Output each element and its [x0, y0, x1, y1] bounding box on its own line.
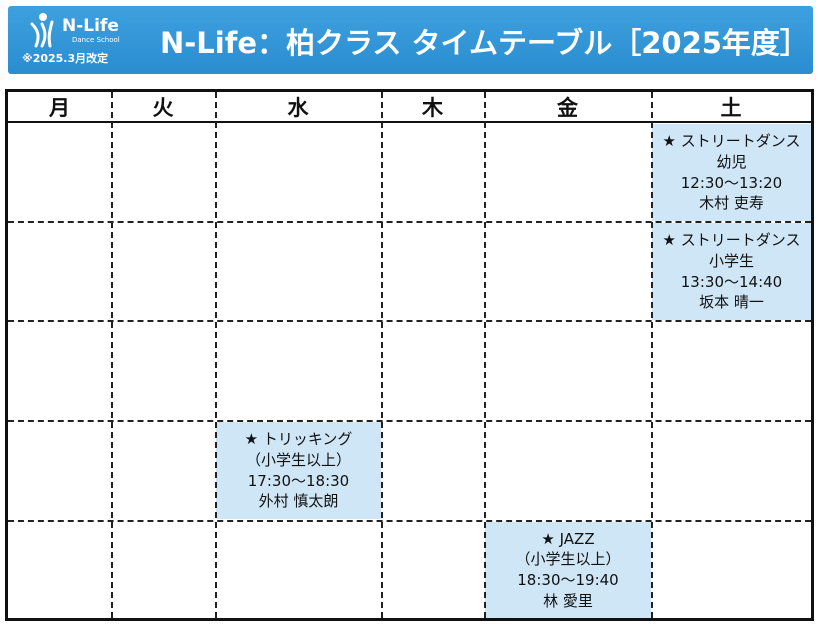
header-banner: N-Life Dance School ※2025.3月改定 N-Life：柏ク… [8, 6, 813, 74]
class-time: 12:30〜13:20 [680, 173, 783, 192]
class-level: （小学生以上） [245, 450, 351, 469]
column-divider [111, 92, 113, 618]
day-header-sat: 土 [720, 95, 742, 120]
class-teacher: 木村 吏寿 [699, 194, 764, 213]
class-cell: ★ トリッキング （小学生以上） 17:30〜18:30 外村 慎太朗 [216, 422, 381, 519]
column-divider [381, 92, 383, 618]
day-header-fri: 金 [557, 95, 578, 120]
day-header-tue: 火 [152, 95, 174, 120]
timetable: 月 火 水 木 金 土 ★ ストリートダンス 幼児 12:30〜13:20 木村… [5, 89, 814, 621]
class-level: （小学生以上） [515, 550, 621, 569]
class-time: 17:30〜18:30 [247, 471, 350, 490]
row-divider [8, 320, 811, 322]
day-header-mon: 月 [49, 95, 70, 120]
class-name: ★ ストリートダンス [662, 231, 801, 250]
class-teacher: 林 愛里 [543, 591, 593, 610]
row-divider [8, 520, 811, 522]
day-header-thu: 木 [422, 95, 443, 120]
day-header-wed: 水 [287, 95, 309, 120]
class-cell: ★ ストリートダンス 小学生 13:30〜14:40 坂本 晴一 [652, 223, 811, 320]
class-name: ★ ストリートダンス [662, 132, 801, 151]
row-divider [8, 420, 811, 422]
dancer-logo-icon [30, 13, 54, 48]
page-title: N-Life：柏クラス タイムテーブル［2025年度］ [160, 26, 809, 60]
school-logo: N-Life Dance School [26, 12, 126, 52]
class-time: 18:30〜19:40 [517, 571, 619, 589]
logo-subtitle: Dance School [72, 36, 120, 44]
class-teacher: 外村 慎太朗 [258, 492, 339, 511]
class-time: 13:30〜14:40 [680, 272, 783, 291]
revision-note: ※2025.3月改定 [22, 52, 109, 65]
class-cell: ★ JAZZ （小学生以上） 18:30〜19:40 林 愛里 [485, 522, 651, 618]
row-divider [8, 221, 811, 223]
column-divider [484, 92, 486, 618]
logo-name: N-Life [62, 16, 119, 36]
column-divider [651, 92, 653, 618]
column-divider [215, 92, 217, 618]
class-name: ★ JAZZ [541, 529, 595, 548]
class-teacher: 坂本 晴一 [699, 293, 764, 312]
class-name: ★ トリッキング [244, 430, 353, 449]
header-divider [8, 121, 811, 123]
class-level: 幼児 [716, 152, 747, 171]
class-level: 小学生 [708, 251, 754, 270]
class-cell: ★ ストリートダンス 幼児 12:30〜13:20 木村 吏寿 [652, 124, 811, 221]
